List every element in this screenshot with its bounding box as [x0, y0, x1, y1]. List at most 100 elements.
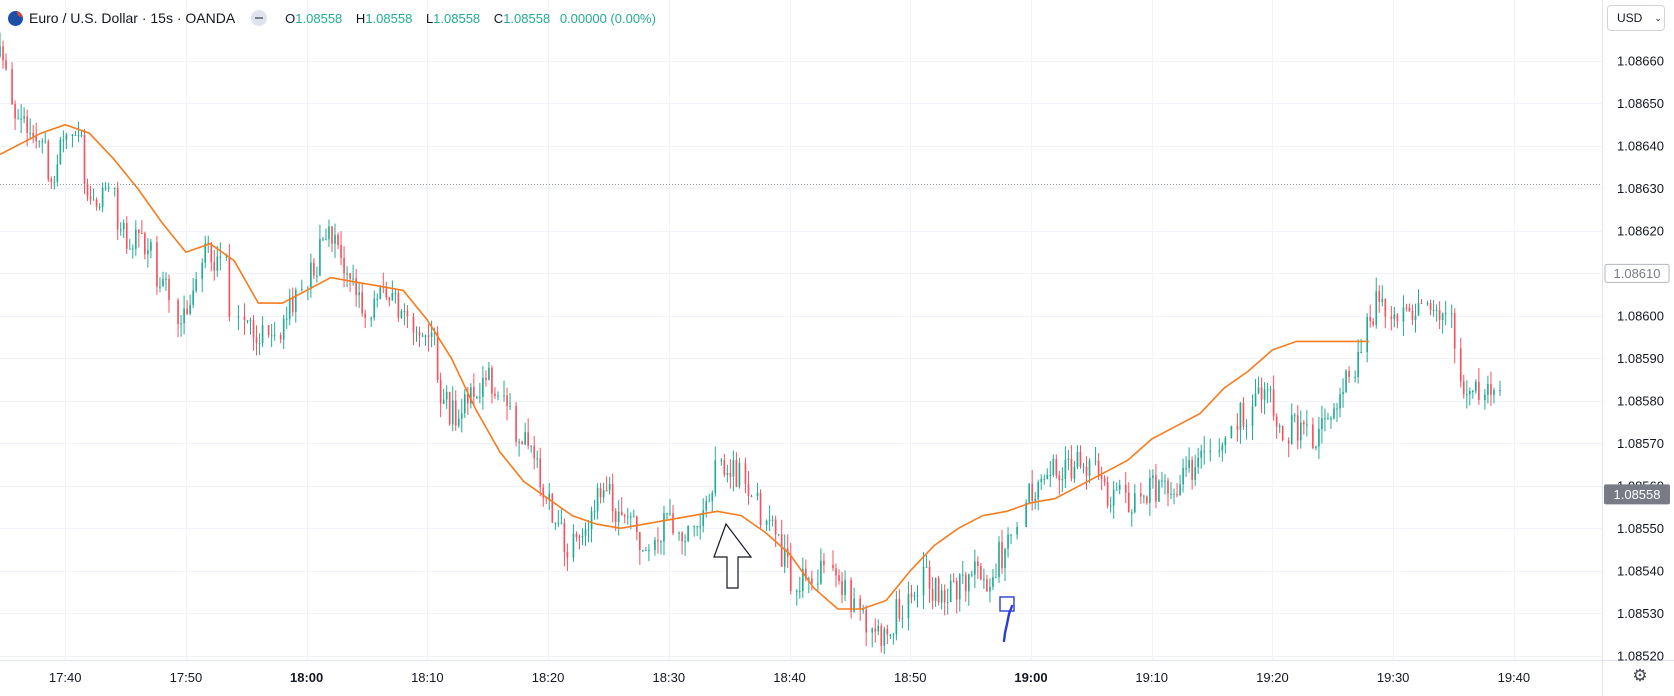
candle-body [614, 510, 617, 523]
candle-body [1010, 534, 1012, 536]
candle-body [732, 459, 735, 477]
candle-body [1420, 303, 1423, 305]
candle-body [901, 618, 904, 620]
candle-body [1079, 451, 1082, 467]
candle-body [183, 308, 185, 324]
candle-body [1028, 483, 1030, 503]
candle-body [1037, 482, 1040, 499]
candle-body [165, 278, 167, 280]
candle-body [358, 292, 360, 296]
candle-body [928, 566, 931, 589]
time-tick-label: 18:30 [653, 670, 686, 685]
candle-body [391, 292, 394, 301]
close-key: C [493, 10, 504, 26]
candle-body [44, 141, 47, 143]
candle-body [261, 325, 264, 344]
candle-body [678, 532, 680, 534]
candle-body [1499, 390, 1501, 392]
candle-body [397, 292, 400, 318]
candle-body [1118, 484, 1121, 490]
candle-body [331, 226, 333, 244]
price-axis[interactable]: 1.085201.085301.085401.085501.085601.085… [1617, 53, 1664, 663]
candle-body [119, 229, 122, 231]
candle-body [611, 483, 614, 511]
candle-body [1450, 313, 1453, 315]
candle-body [626, 516, 629, 518]
candle-body [823, 560, 825, 565]
candle-body [1378, 290, 1381, 302]
candle-body [1158, 480, 1160, 502]
candle-body [1209, 450, 1212, 452]
eur-usd-flag-icon [8, 10, 23, 26]
price-tick-label: 1.08550 [1617, 521, 1664, 536]
candle-body [862, 609, 865, 611]
open-key: O [285, 10, 296, 26]
candle-body [548, 493, 551, 499]
candle-body [26, 116, 28, 133]
candle-body [1321, 418, 1323, 429]
candle-body [1194, 467, 1196, 480]
candle-body [539, 458, 542, 488]
candle-body [243, 316, 246, 321]
moving-average-line [0, 123, 1369, 610]
candle-body [1263, 389, 1266, 400]
symbol-title[interactable]: Euro / U.S. Dollar · 15s · OANDA [29, 10, 236, 26]
candle-body [439, 379, 442, 404]
candle-body [801, 568, 804, 592]
candle-body [418, 332, 421, 336]
gear-icon[interactable]: ⚙ [1632, 666, 1648, 685]
candle-body [961, 574, 964, 576]
candle-body [1278, 425, 1281, 427]
price-tick-label: 1.08620 [1617, 223, 1664, 238]
candle-body [1149, 477, 1151, 503]
candle-body [5, 60, 7, 70]
chart-legend: Euro / U.S. Dollar · 15s · OANDA O1.0855… [8, 6, 656, 30]
box-annotation[interactable] [999, 596, 1015, 612]
time-axis[interactable]: 17:40 17:50 18:00 18:10 18:20 18:30 18:40 18:50… [49, 670, 1530, 685]
candle-body [832, 564, 834, 569]
candle-body [168, 278, 170, 301]
candle-body [403, 311, 406, 313]
time-tick-label: 19:20 [1256, 670, 1289, 685]
candle-body [1073, 466, 1076, 479]
candle-body [1453, 313, 1456, 349]
candle-body [1130, 512, 1133, 514]
candle-body [768, 519, 771, 521]
candle-body [1127, 492, 1130, 513]
candle-body [252, 320, 255, 338]
candle-body [1094, 460, 1097, 462]
candle-body [738, 463, 741, 487]
price-tick-label: 1.08570 [1617, 436, 1664, 451]
candle-body [524, 432, 526, 445]
candle-body [1426, 303, 1429, 305]
brush-annotation[interactable] [1002, 604, 1014, 643]
candle-body [1375, 290, 1378, 325]
currency-select[interactable]: USD ⌄ [1607, 5, 1665, 31]
candle-body [789, 556, 792, 592]
candle-body [159, 286, 161, 288]
candle-body [228, 256, 231, 317]
candle-body [1052, 458, 1055, 475]
candle-body [189, 304, 191, 314]
candle-body [1088, 460, 1091, 476]
candle-body [1366, 316, 1369, 352]
candle-body [1085, 466, 1088, 476]
candle-body [385, 288, 388, 298]
toggle-visibility-icon[interactable] [251, 10, 268, 26]
candle-body [47, 141, 50, 180]
candle-body [113, 187, 116, 189]
candle-body [527, 432, 529, 446]
candle-body [388, 297, 391, 301]
candle-body [865, 609, 868, 633]
candle-body [989, 586, 991, 592]
candle-body [71, 134, 74, 136]
candle-body [454, 400, 457, 426]
candle-body [473, 387, 475, 397]
candle-body [479, 396, 481, 398]
candle-body [1468, 390, 1471, 395]
candle-body [270, 335, 273, 337]
candle-body [376, 298, 379, 300]
candle-body [551, 493, 554, 523]
up-arrow-annotation[interactable] [713, 522, 753, 589]
